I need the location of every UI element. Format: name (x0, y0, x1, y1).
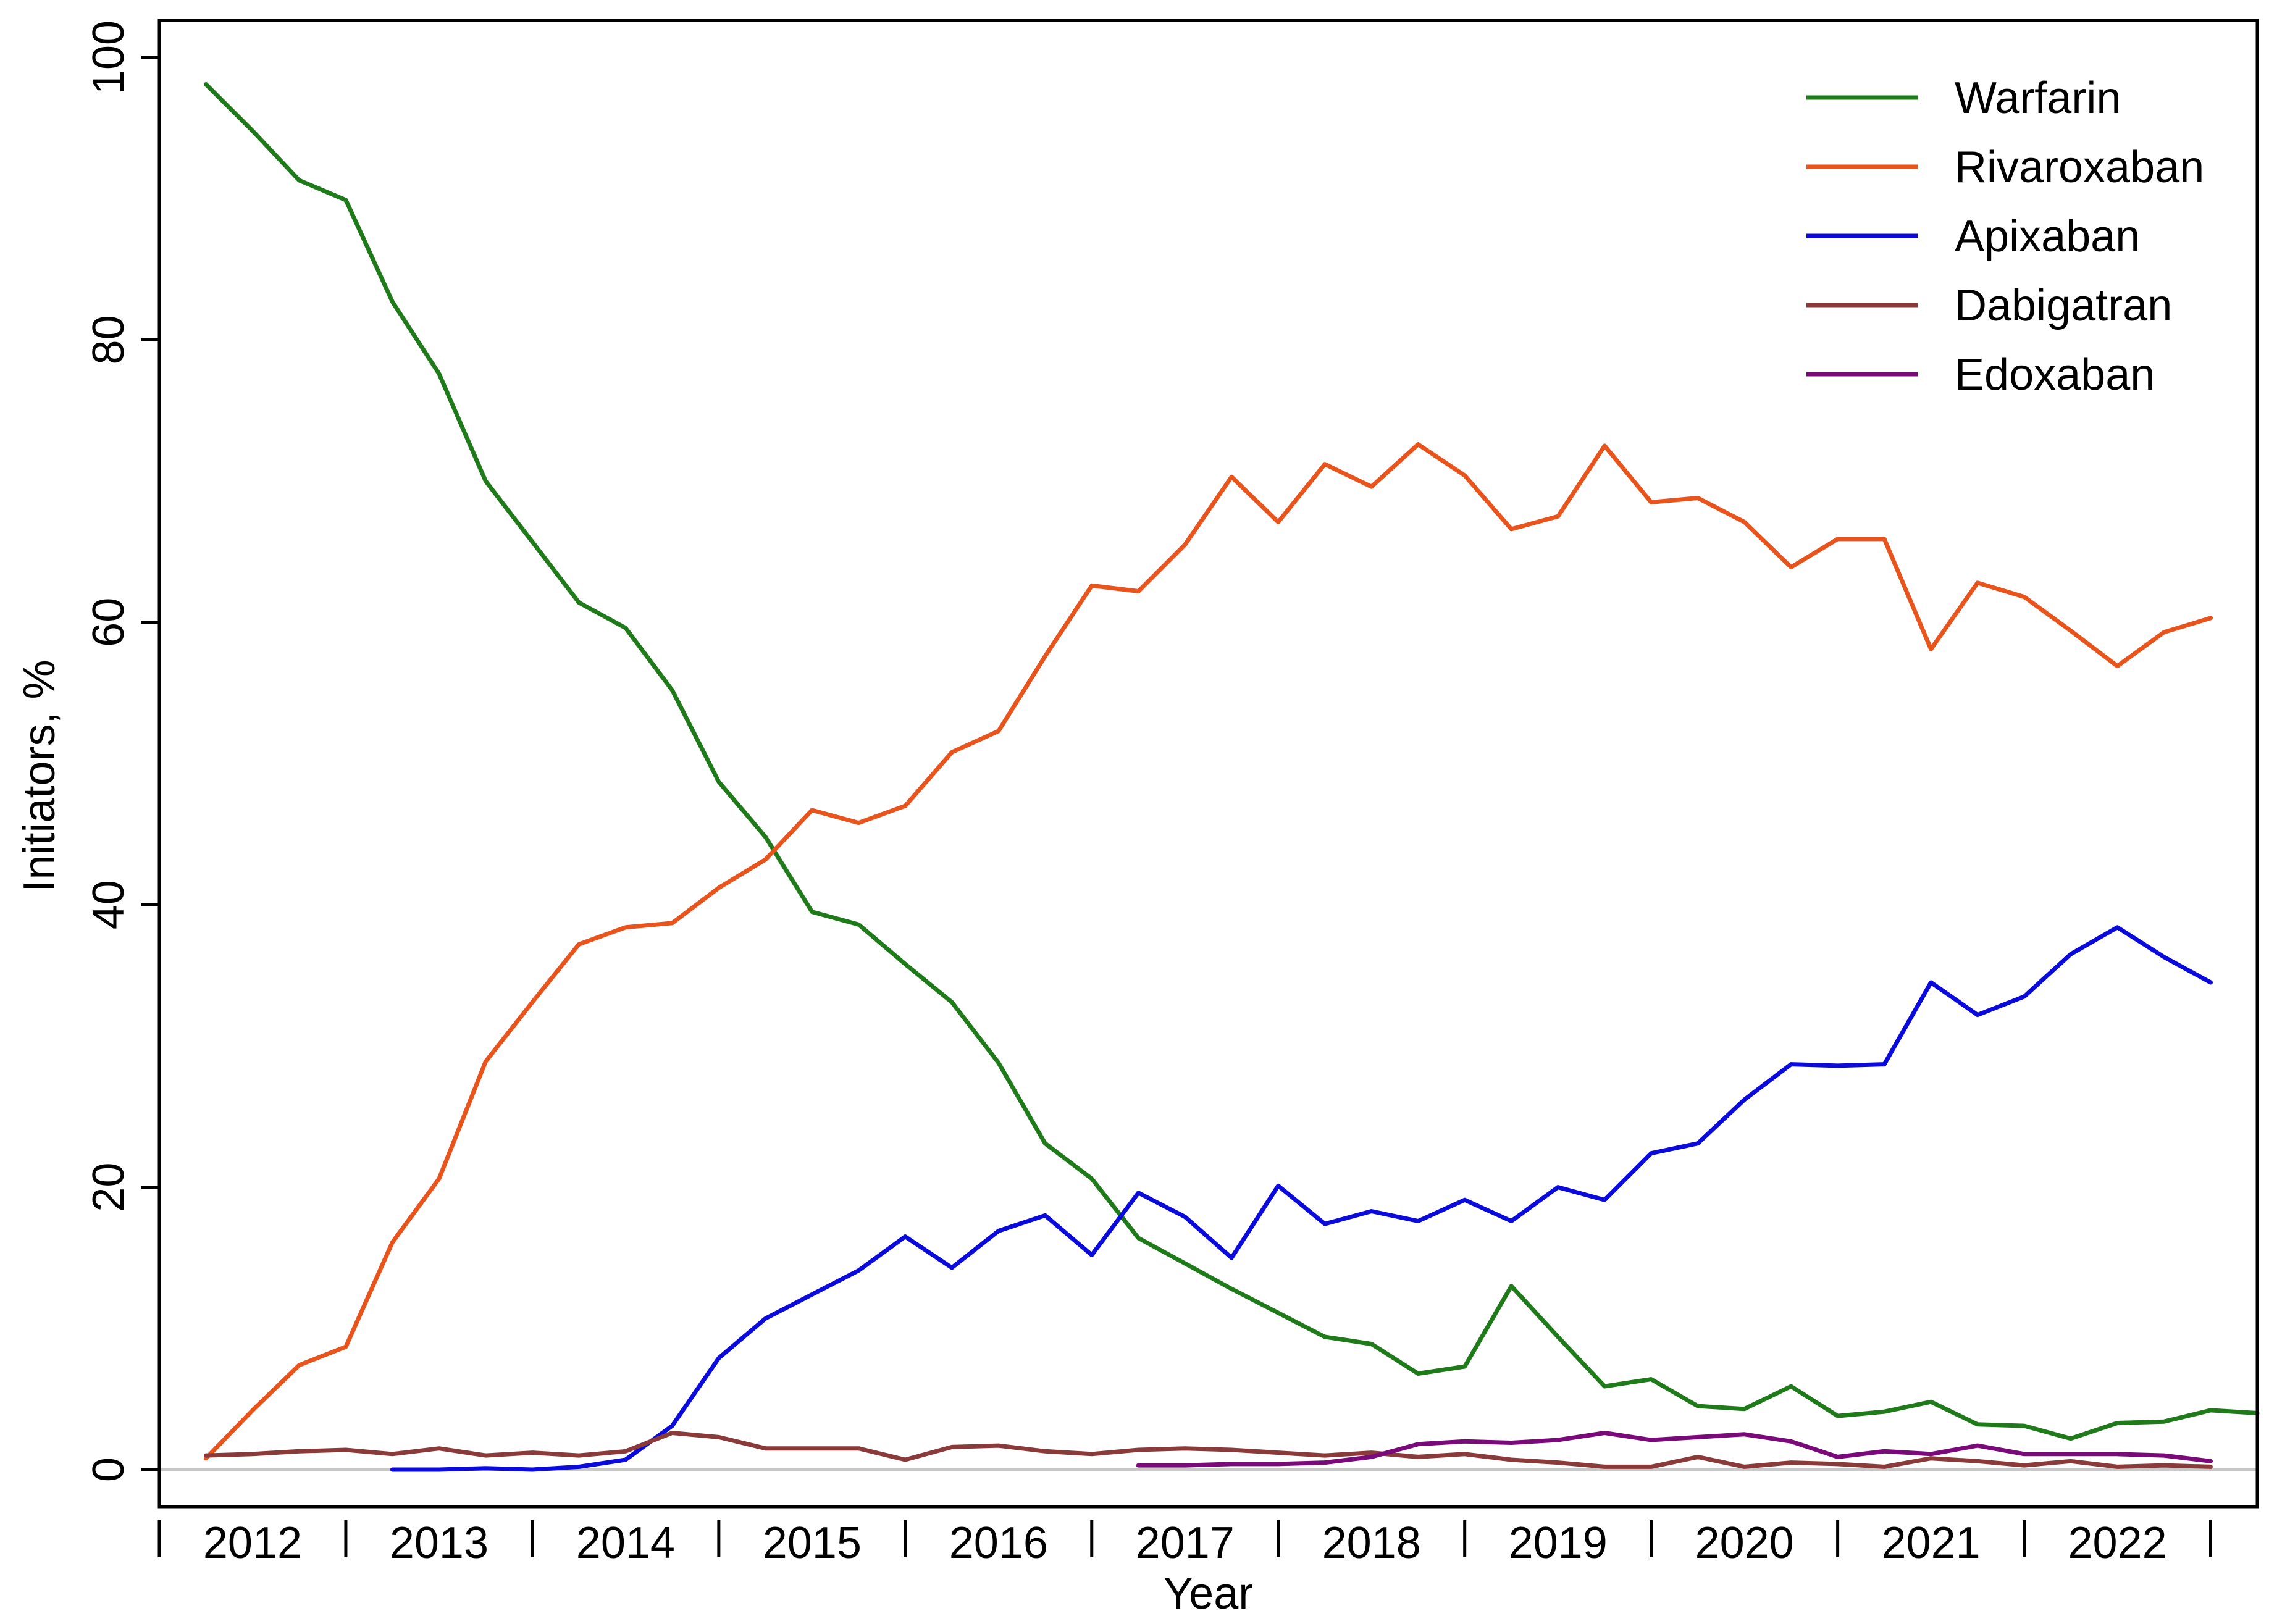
legend-label: Warfarin (1955, 73, 2121, 123)
legend-item-edoxaban: Edoxaban (1806, 350, 2155, 400)
x-tick-label: 2014 (576, 1518, 675, 1568)
x-tick-label: 2016 (949, 1518, 1048, 1568)
legend-item-apixaban: Apixaban (1806, 212, 2140, 261)
y-tick-label: 40 (84, 880, 133, 929)
legend-item-rivaroxaban: Rivaroxaban (1806, 143, 2204, 192)
legend-item-dabigatran: Dabigatran (1806, 281, 2172, 330)
legend: Warfarin Rivaroxaban Apixaban Dabigatran Edo… (1806, 73, 2204, 400)
x-tick-label: 2018 (1322, 1518, 1421, 1568)
y-tick-label: 80 (84, 315, 133, 364)
legend-label: Rivaroxaban (1955, 143, 2204, 192)
series-line-apixaban (390, 925, 2213, 1472)
y-tick-label: 60 (84, 598, 133, 647)
x-tick-label: 2020 (1695, 1518, 1794, 1568)
x-tick-label: 2019 (1509, 1518, 1608, 1568)
series-group (204, 82, 2260, 1472)
x-tick-label: 2015 (763, 1518, 862, 1568)
series-line-warfarin (204, 82, 2260, 1441)
y-tick-label: 20 (84, 1163, 133, 1212)
x-axis-title: Year (1164, 1569, 1253, 1618)
x-tick-label: 2021 (1881, 1518, 1980, 1568)
x-tick-label: 2017 (1136, 1518, 1235, 1568)
series-line-dabigatran (204, 1431, 2213, 1469)
series-line-edoxaban (1136, 1431, 2213, 1468)
x-tick-label: 2013 (390, 1518, 489, 1568)
y-axis-title: Initiators, % (15, 659, 64, 892)
legend-label: Edoxaban (1955, 350, 2155, 400)
y-axis: 0 20 40 60 80 100 (84, 20, 159, 1482)
legend-label: Dabigatran (1955, 281, 2172, 330)
x-tick-label: 2012 (203, 1518, 302, 1568)
y-tick-label: 100 (84, 20, 133, 94)
plot-frame (157, 19, 2259, 1509)
x-tick-label: 2022 (2068, 1518, 2166, 1568)
x-axis: 2012 2013 2014 2015 2016 2017 2018 2019 2020 2021… (157, 1518, 2213, 1568)
y-tick-label: 0 (84, 1457, 133, 1482)
legend-item-warfarin: Warfarin (1806, 73, 2121, 123)
legend-label: Apixaban (1955, 212, 2140, 261)
series-line-rivaroxaban (204, 442, 2213, 1461)
